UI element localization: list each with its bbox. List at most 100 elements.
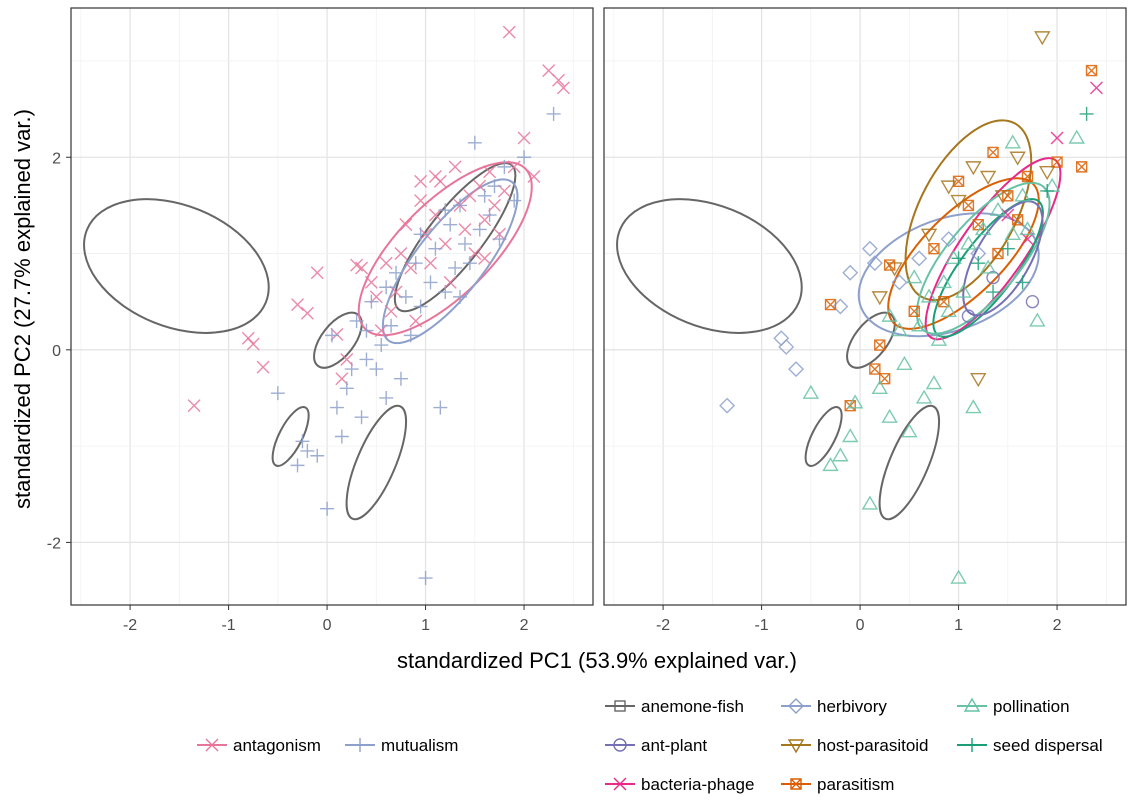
point-parasitism (952, 175, 965, 188)
point-ant-plant (1025, 294, 1040, 309)
point-parasitism (874, 339, 886, 351)
point-pollination (861, 495, 879, 510)
point-pollination (896, 355, 913, 370)
point-pollination (915, 389, 933, 404)
point-pollination (920, 288, 938, 303)
point-mutualism (497, 159, 512, 174)
point-pollination (906, 269, 923, 284)
point-mutualism (467, 135, 482, 150)
left-panel-background (71, 8, 593, 605)
point-antagonism (364, 275, 378, 289)
point-antagonism (507, 160, 521, 174)
left-panel: -2 -1 0 1 2 -2 0 2 (47, 7, 594, 634)
point-pollination (955, 283, 972, 298)
point-mutualism (477, 188, 492, 203)
point-pollination (1004, 134, 1021, 149)
point-mutualism (389, 265, 404, 280)
point-antagonism (468, 247, 482, 261)
point-pollination (1029, 312, 1046, 327)
point-pollination (965, 399, 982, 414)
ellipse-pollination (915, 181, 1051, 335)
point-pollination (974, 221, 992, 236)
point-bacteria-phage (1089, 81, 1103, 95)
point-parasitism (962, 199, 975, 212)
point-pollination (891, 322, 908, 337)
point-antagonism (414, 174, 428, 188)
point-antagonism (330, 327, 344, 341)
point-mutualism (418, 571, 433, 586)
ellipse-anemone-fish (878, 404, 941, 521)
point-parasitism (1075, 161, 1088, 173)
legend-item-seed-dispersal: seed dispersal (957, 736, 1103, 755)
point-mutualism (300, 443, 315, 458)
ellipse-ant-plant (962, 200, 1044, 317)
x-tick-label: -2 (656, 617, 670, 634)
point-antagonism (404, 261, 418, 275)
point-mutualism (369, 362, 384, 377)
point-pollination (1004, 225, 1021, 240)
point-mutualism (443, 217, 458, 232)
point-pollination (871, 379, 888, 395)
point-herbivory (842, 264, 859, 281)
x-tick-label: -1 (221, 617, 235, 634)
point-seed-dispersal (1015, 275, 1030, 290)
point-pollination (822, 456, 839, 472)
x-axis-title: standardized PC1 (53.9% explained var.) (397, 648, 797, 673)
point-pollination (979, 259, 997, 274)
point-mutualism (320, 501, 335, 516)
right-panel-background (604, 8, 1126, 605)
legend-key-symbol (613, 777, 627, 791)
legend-key-symbol (613, 738, 627, 752)
point-mutualism (482, 208, 497, 223)
point-pollination (950, 569, 967, 584)
legend-key-symbol (788, 698, 804, 714)
point-herbivory (861, 240, 878, 257)
legend-label: antagonism (233, 736, 321, 755)
point-pollination (945, 249, 962, 265)
point-seed-dispersal (971, 256, 986, 271)
point-antagonism (488, 198, 502, 212)
point-antagonism (552, 73, 566, 87)
point-antagonism (478, 251, 492, 265)
point-mutualism (325, 328, 339, 343)
point-parasitism (1051, 156, 1063, 168)
point-parasitism (992, 247, 1004, 260)
point-seed-dispersal (986, 285, 1001, 300)
point-herbivory (778, 338, 795, 355)
legend-item-bacteria-phage: bacteria-phage (605, 775, 754, 794)
legend-item-ant-plant: ant-plant (605, 736, 707, 755)
left-panel-grid (71, 8, 593, 605)
legend-key-symbol (353, 738, 367, 752)
legend-item-pollination: pollination (957, 697, 1070, 716)
legend-label: pollination (993, 697, 1070, 716)
legend-label: bacteria-phage (641, 775, 754, 794)
y-tick-label: -2 (47, 535, 61, 552)
x-tick-label: 2 (520, 617, 529, 634)
point-pollination (881, 307, 898, 322)
point-antagonism (379, 256, 393, 270)
point-antagonism (300, 306, 314, 320)
point-antagonism (428, 208, 442, 222)
point-herbivory (911, 250, 928, 267)
point-host-parasitoid (920, 228, 938, 243)
legend-key-symbol (790, 778, 802, 790)
point-mutualism (339, 381, 354, 396)
point-pollination (1068, 129, 1085, 144)
point-antagonism (473, 179, 487, 193)
point-antagonism (246, 337, 260, 351)
point-host-parasitoid (979, 170, 997, 185)
point-mutualism (423, 275, 438, 290)
point-mutualism (517, 150, 532, 165)
point-antagonism (384, 304, 398, 318)
point-parasitism (1002, 190, 1014, 202)
point-ant-plant (986, 270, 1000, 285)
point-mutualism (334, 429, 349, 444)
point-parasitism (824, 298, 837, 311)
point-mutualism (413, 227, 428, 242)
point-seed-dispersal (1000, 241, 1015, 256)
x-tick-label: 1 (421, 617, 430, 634)
ellipse-host-parasitoid (904, 119, 1033, 302)
point-pollination (930, 331, 948, 346)
point-pollination (832, 447, 849, 462)
